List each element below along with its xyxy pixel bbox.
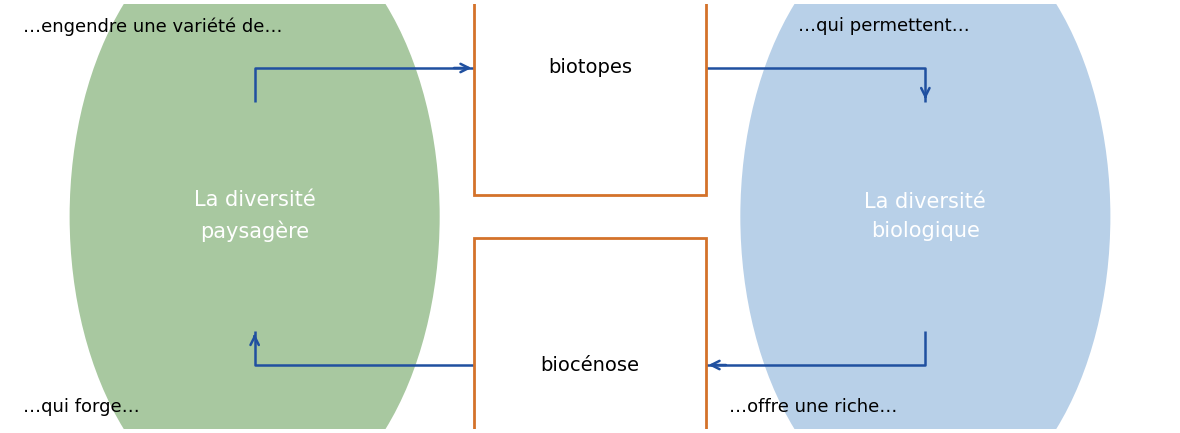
- Text: …qui permettent…: …qui permettent…: [798, 17, 970, 35]
- Text: …qui forge…: …qui forge…: [24, 398, 140, 416]
- Ellipse shape: [740, 0, 1110, 433]
- Text: biotopes: biotopes: [548, 58, 632, 78]
- Text: …engendre une variété de…: …engendre une variété de…: [24, 17, 283, 36]
- Ellipse shape: [70, 0, 440, 433]
- Text: La diversité
paysagère: La diversité paysagère: [194, 191, 315, 242]
- Text: biocénose: biocénose: [540, 355, 640, 375]
- FancyBboxPatch shape: [474, 0, 706, 195]
- FancyBboxPatch shape: [474, 238, 706, 433]
- Text: La diversité
biologique: La diversité biologique: [865, 192, 986, 241]
- Text: …offre une riche…: …offre une riche…: [729, 398, 897, 416]
